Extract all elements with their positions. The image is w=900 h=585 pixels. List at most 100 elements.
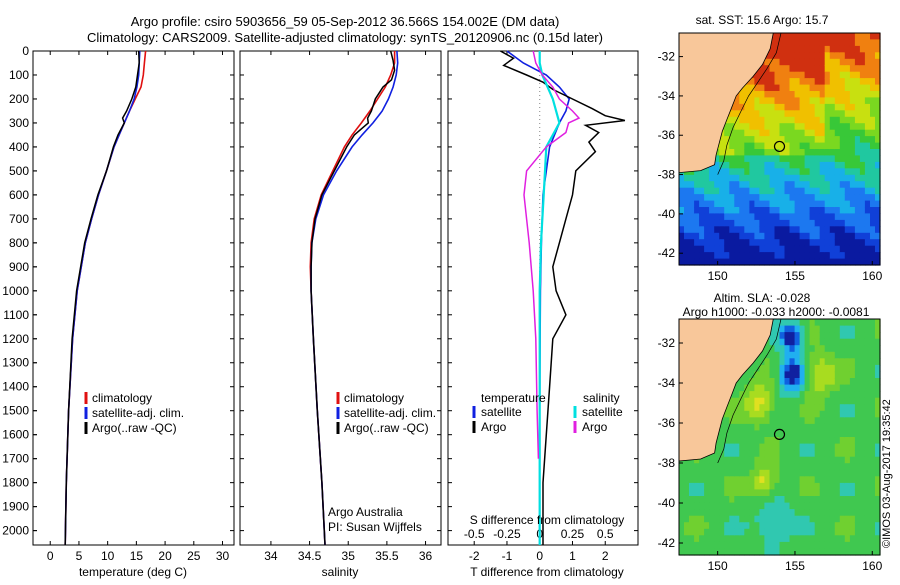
map-cell [849, 181, 856, 189]
map-cell [849, 78, 856, 86]
map-cell [759, 239, 765, 247]
map-cell [814, 142, 821, 150]
map-cell [749, 437, 755, 445]
map-cell [734, 200, 740, 208]
map-cell [819, 71, 826, 79]
map-cell [799, 378, 806, 386]
map-cell [784, 371, 791, 379]
map-cell [684, 181, 690, 189]
map-cell [824, 319, 831, 327]
map-cell [719, 219, 725, 227]
map-cell [864, 258, 871, 266]
map-cell [814, 319, 821, 327]
map-cell [834, 489, 841, 497]
map-cell [864, 338, 871, 346]
map-cell [854, 161, 861, 169]
map-cell [729, 509, 735, 517]
map-cell [794, 450, 801, 458]
map-cell [714, 161, 720, 169]
map-cell [779, 168, 786, 176]
map-cell [859, 502, 866, 510]
map-cell [789, 58, 796, 66]
credit-line-1: Argo Australia [328, 505, 403, 519]
map-cell [794, 423, 801, 432]
map-cell [774, 528, 781, 536]
map-cell [679, 207, 685, 214]
temperature-legend: climatology satellite-adj. clim. Argo(..… [84, 391, 184, 435]
map-cell [769, 258, 776, 266]
map-cell [829, 200, 836, 208]
map-cell [784, 155, 791, 163]
map-cell [684, 258, 690, 266]
map-cell [849, 207, 856, 214]
map-cell [864, 161, 871, 169]
map-cell [799, 232, 806, 240]
map-cell [804, 91, 811, 98]
map-cell [759, 364, 765, 373]
map-cell [764, 358, 770, 366]
map-cell [779, 541, 786, 550]
map-cell [814, 391, 821, 399]
map-cell [724, 161, 730, 169]
map-cell [699, 213, 705, 221]
map-cell [754, 391, 760, 399]
map-cell [724, 482, 730, 491]
map-cell [739, 103, 745, 111]
map-cell [699, 187, 705, 195]
map-cell [754, 450, 760, 458]
map-cell [864, 168, 871, 176]
map-cell [749, 548, 755, 556]
map-cell [769, 149, 776, 156]
map-cell [839, 97, 846, 105]
map-cell [784, 97, 791, 105]
map-cell [854, 496, 861, 504]
map-cell [714, 496, 720, 504]
map-cell [739, 155, 745, 163]
map-cell [870, 502, 876, 510]
map-cell [870, 364, 876, 373]
map-cell [794, 469, 801, 477]
map-cell [759, 174, 765, 182]
map-cell [744, 482, 750, 491]
map-cell [794, 378, 801, 386]
map-cell [819, 319, 826, 327]
map-cell [779, 174, 786, 182]
map-cell [709, 522, 715, 530]
map-x-tick-label: 155 [785, 269, 805, 283]
map-cell [729, 116, 735, 124]
map-cell [794, 325, 801, 333]
map-cell [749, 239, 755, 247]
map-cell [804, 245, 811, 253]
map-cell [854, 213, 861, 221]
map-cell [834, 84, 841, 92]
map-cell [794, 149, 801, 156]
map-cell [739, 502, 745, 510]
map-cell [804, 52, 811, 60]
x-tick-label: 36 [419, 549, 433, 563]
map-cell [859, 548, 866, 556]
credit-line-2: PI: Susan Wijffels [328, 520, 422, 534]
map-cell [849, 110, 856, 118]
map-cell [719, 430, 725, 438]
map-cell [729, 397, 735, 405]
map-cell [859, 161, 866, 169]
map-cell [849, 174, 856, 182]
depth-tick-label: 0 [22, 44, 29, 58]
map-cell [799, 502, 806, 510]
map-cell [769, 65, 776, 73]
map-cell [814, 450, 821, 458]
map-cell [875, 423, 881, 432]
map-cell [864, 548, 871, 556]
map-cell [729, 528, 735, 536]
map-cell [789, 463, 796, 471]
map-cell [759, 136, 765, 144]
map-cell [824, 258, 831, 266]
map-y-tick-label: -40 [658, 207, 676, 221]
map-cell [729, 245, 735, 253]
map-cell [814, 417, 821, 425]
map-cell [804, 391, 811, 399]
map-cell [784, 528, 791, 536]
map-cell [849, 528, 856, 536]
map-cell [854, 450, 861, 458]
map-cell [809, 450, 816, 458]
